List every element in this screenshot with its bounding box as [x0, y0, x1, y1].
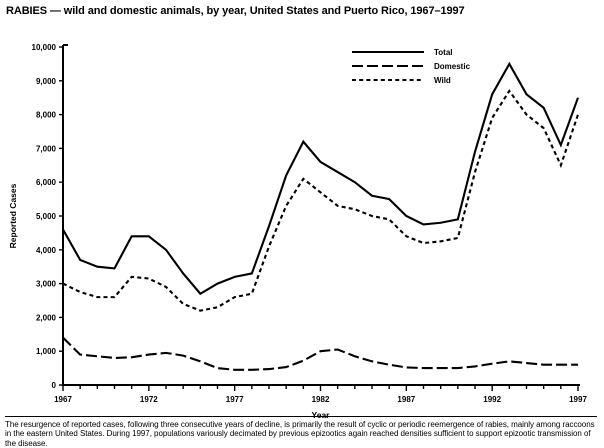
y-tick-label: 0: [52, 381, 57, 390]
x-tick-label: 1982: [312, 395, 330, 404]
y-tick-label: 4,000: [36, 246, 57, 255]
y-axis-title: Reported Cases: [8, 183, 18, 248]
x-axis-title: Year: [312, 410, 331, 420]
footnote-text: The resurgence of reported cases, follow…: [5, 420, 595, 448]
legend-label-wild: Wild: [434, 76, 451, 85]
x-tick-label: 1977: [226, 395, 244, 404]
series-line-domestic: [62, 336, 578, 371]
x-tick-label: 1972: [140, 395, 158, 404]
series-line-wild: [62, 89, 579, 312]
y-tick-label: 9,000: [36, 77, 57, 86]
y-tick-label: 6,000: [36, 178, 57, 187]
y-tick-label: 5,000: [36, 212, 57, 221]
series-line-total: [62, 61, 579, 296]
legend-label-domestic: Domestic: [434, 62, 471, 71]
x-tick-label: 1987: [397, 395, 415, 404]
footnote-divider: [5, 416, 597, 417]
y-tick-label: 8,000: [36, 111, 57, 120]
x-tick-label: 1992: [483, 395, 501, 404]
y-tick-label: 3,000: [36, 280, 57, 289]
x-tick-label: 1997: [569, 395, 587, 404]
y-tick-label: 7,000: [36, 144, 57, 153]
y-tick-label: 10,000: [32, 43, 57, 52]
x-tick-label: 1967: [54, 395, 72, 404]
legend-label-total: Total: [434, 48, 453, 57]
y-tick-label: 2,000: [36, 313, 57, 322]
page-title: RABIES — wild and domestic animals, by y…: [6, 5, 465, 17]
y-tick-label: 1,000: [36, 347, 57, 356]
